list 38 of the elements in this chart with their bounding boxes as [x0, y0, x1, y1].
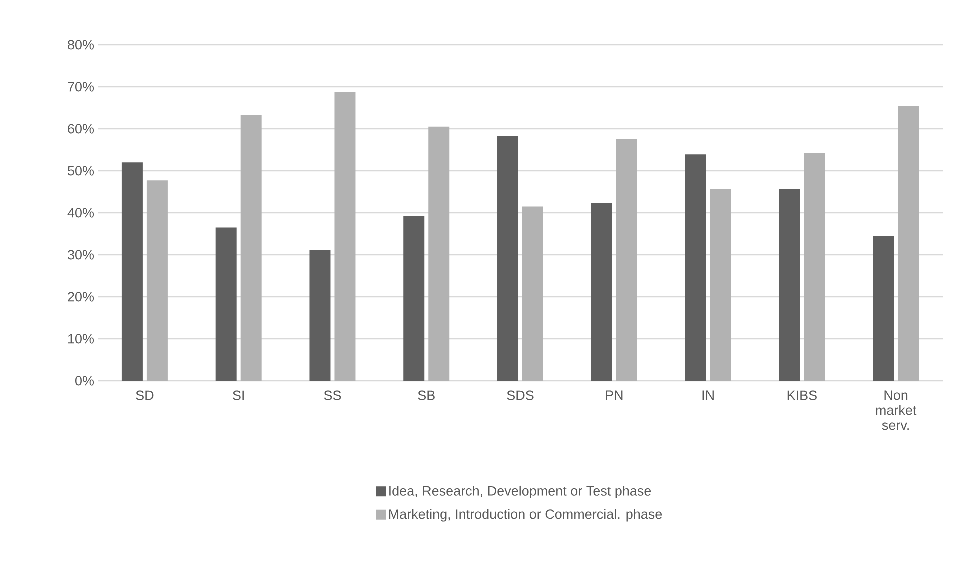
- bar: [498, 136, 519, 381]
- y-tick-label: 40%: [68, 208, 94, 218]
- bar: [898, 106, 920, 381]
- bar: [216, 228, 237, 381]
- x-tick-label: SB: [418, 390, 435, 400]
- bar: [122, 162, 143, 381]
- x-tick-label: SS: [324, 390, 342, 400]
- x-tick-label: SD: [136, 390, 154, 400]
- y-tick-label: 70%: [68, 82, 94, 92]
- y-tick-label: 50%: [68, 166, 94, 176]
- bar: [873, 236, 894, 381]
- bar: [779, 189, 800, 381]
- y-tick-label: 0%: [76, 376, 94, 386]
- bar: [428, 126, 450, 381]
- bar: [310, 250, 331, 381]
- bar: [522, 206, 544, 381]
- bar: [404, 216, 425, 381]
- bar: [804, 153, 826, 381]
- bar: [591, 203, 612, 381]
- bar: [710, 189, 732, 381]
- bar: [334, 92, 356, 381]
- y-tick-label: 60%: [68, 124, 94, 134]
- bar: [616, 139, 638, 381]
- x-tick-label: SI: [233, 390, 244, 400]
- x-tick-label: PN: [606, 390, 623, 400]
- legend-label: Marketing, Introduction or Commercial. phase: [389, 509, 662, 522]
- bar: [685, 154, 706, 381]
- y-tick-label: 30%: [68, 250, 94, 260]
- y-tick-label: 80%: [68, 40, 94, 50]
- x-tick-label: KIBS: [788, 390, 817, 400]
- bar: [146, 180, 168, 381]
- y-tick-label: 20%: [68, 292, 94, 302]
- y-tick-label: 10%: [68, 334, 94, 344]
- x-tick-label: SDS: [507, 390, 534, 400]
- bar: [240, 116, 262, 381]
- x-tick-label: IN: [702, 390, 714, 400]
- legend-label: Idea, Research, Development or Test phase: [390, 486, 652, 499]
- x-tick-label: Non market serv.: [876, 390, 917, 430]
